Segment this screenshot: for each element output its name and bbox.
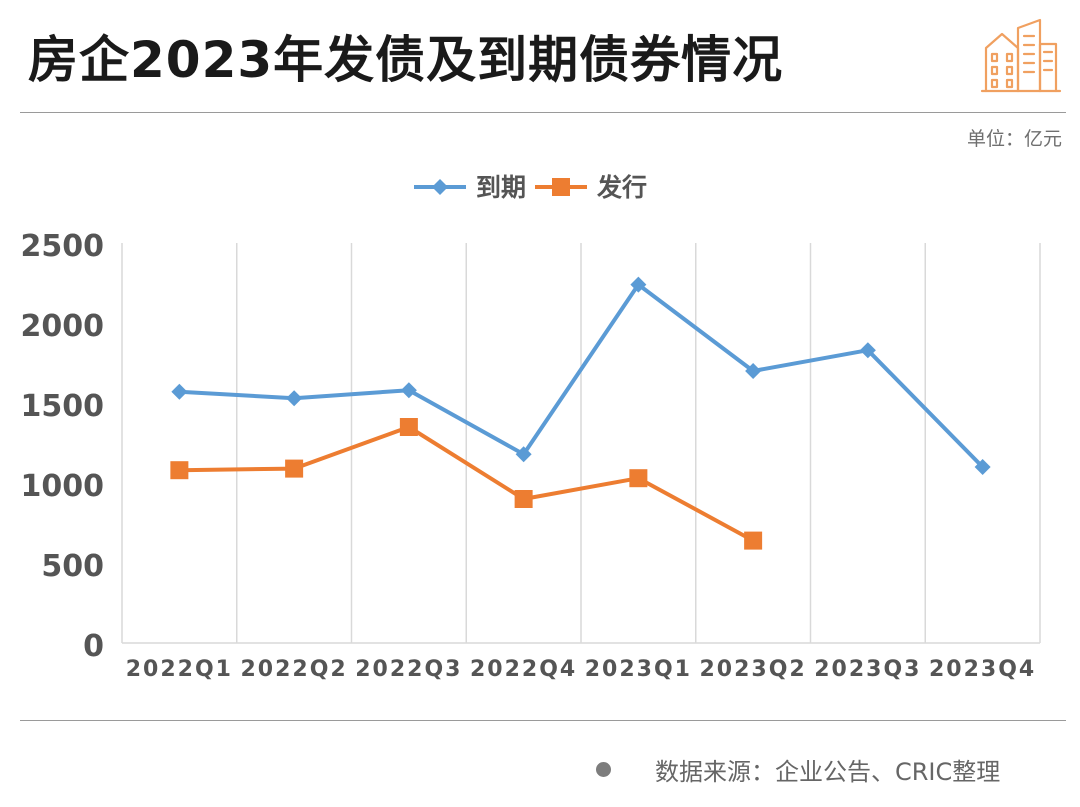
bullet-dot-icon: [596, 762, 611, 777]
city-buildings-icon: [980, 18, 1062, 93]
x-tick-label: 2022Q4: [470, 657, 577, 682]
x-tick-label: 2022Q1: [126, 657, 233, 682]
x-tick-label: 2023Q3: [814, 657, 921, 682]
x-tick-label: 2022Q3: [355, 657, 462, 682]
series-line-0: [179, 282, 985, 469]
source-note: 数据来源：企业公告、CRIC整理: [596, 752, 1000, 787]
y-tick-label: 1500: [21, 389, 105, 424]
y-tick-label: 0: [83, 629, 104, 664]
data-point: [859, 342, 876, 359]
data-point: [974, 459, 991, 475]
x-tick-label: 2023Q2: [700, 657, 807, 682]
y-tick-label: 2000: [21, 309, 105, 344]
data-point: [400, 382, 417, 399]
data-point: [286, 390, 303, 407]
data-point: [745, 363, 762, 379]
legend-label: 发行: [596, 173, 647, 202]
data-point: [515, 446, 532, 463]
legend-marker: [432, 179, 448, 195]
x-tick-label: 2022Q2: [241, 657, 348, 682]
legend-label: 到期: [476, 173, 526, 202]
x-tick-label: 2023Q1: [585, 657, 692, 682]
page-title: 房企2023年发债及到期债券情况: [28, 31, 784, 89]
data-point: [399, 418, 418, 436]
y-tick-label: 1000: [21, 469, 105, 504]
header-divider: [20, 112, 1066, 113]
legend-marker: [552, 178, 570, 196]
footer-divider: [20, 720, 1066, 721]
source-text: 数据来源：企业公告、CRIC整理: [655, 758, 1001, 786]
data-point: [171, 383, 188, 400]
y-tick-label: 500: [41, 549, 104, 584]
data-point: [170, 461, 189, 480]
data-point: [629, 469, 648, 488]
line-chart: 0 500 1000 1500 2000 2500 2022Q1 2022Q2 2022Q3 20…: [21, 173, 1041, 682]
series-line-1: [179, 425, 755, 543]
x-tick-label: 2023Q4: [929, 657, 1036, 682]
data-point: [744, 531, 763, 550]
unit-label: 单位：亿元: [966, 128, 1062, 150]
y-tick-label: 2500: [21, 229, 105, 264]
data-point: [514, 490, 533, 508]
data-point: [285, 459, 304, 478]
data-point: [630, 276, 647, 293]
